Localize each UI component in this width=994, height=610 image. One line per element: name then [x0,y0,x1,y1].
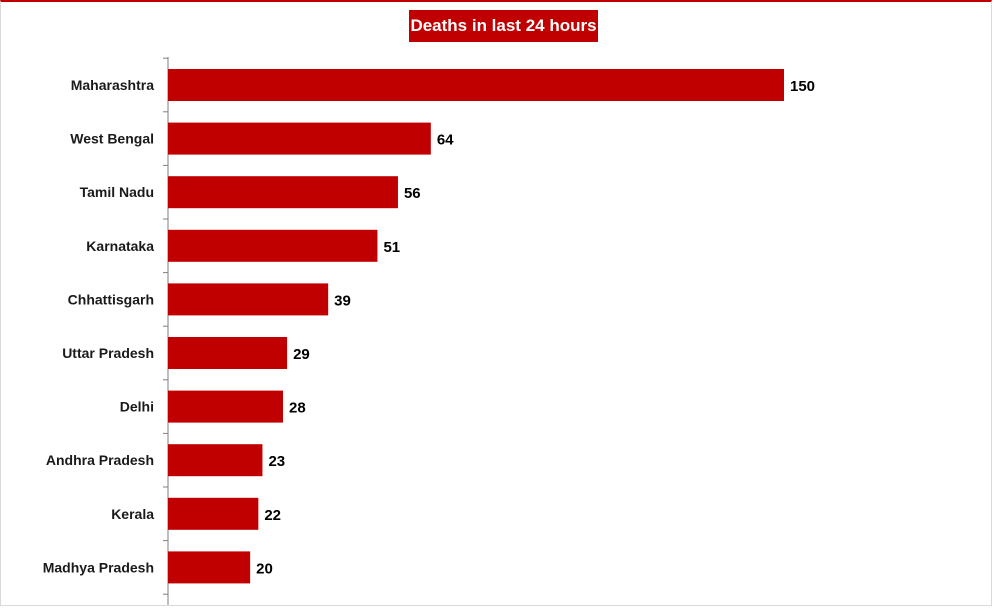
category-labels: Maharashtra West Bengal Tamil Nadu Karnatak… [43,77,154,575]
category-label: Karnataka [86,238,154,254]
category-label: Maharashtra [71,77,154,93]
chart-title: Deaths in last 24 hours [409,10,598,42]
category-label: Uttar Pradesh [62,345,154,361]
bar-karnataka [168,229,378,262]
value-labels: 150 64 56 51 39 29 28 23 22 20 [256,78,815,577]
value-label: 28 [289,400,306,417]
category-label: Kerala [111,506,154,522]
bar-kerala [168,497,259,530]
value-label: 29 [293,346,310,363]
bar-chhattisgarh [168,283,329,316]
value-label: 20 [256,560,273,577]
category-label: Madhya Pradesh [43,559,154,575]
category-label: Tamil Nadu [80,184,154,200]
category-label: West Bengal [70,131,154,147]
bar-delhi [168,390,283,423]
value-label: 39 [334,292,351,309]
category-label: Chhattisgarh [68,291,154,307]
category-label: Andhra Pradesh [46,452,154,468]
bars [168,69,784,584]
y-axis-ticks [163,57,168,595]
bar-uttar-pradesh [168,337,288,369]
value-label: 150 [790,78,815,95]
value-label: 23 [268,453,285,470]
bar-maharashtra [168,69,784,101]
bar-tamil-nadu [168,176,398,209]
bar-west-bengal [168,122,431,155]
value-label: 64 [437,132,454,149]
category-label: Delhi [120,399,154,415]
bar-madhya-pradesh [168,551,251,584]
bar-andhra-pradesh [168,444,263,477]
value-label: 56 [404,185,421,202]
value-label: 51 [383,239,400,256]
value-label: 22 [264,507,281,524]
